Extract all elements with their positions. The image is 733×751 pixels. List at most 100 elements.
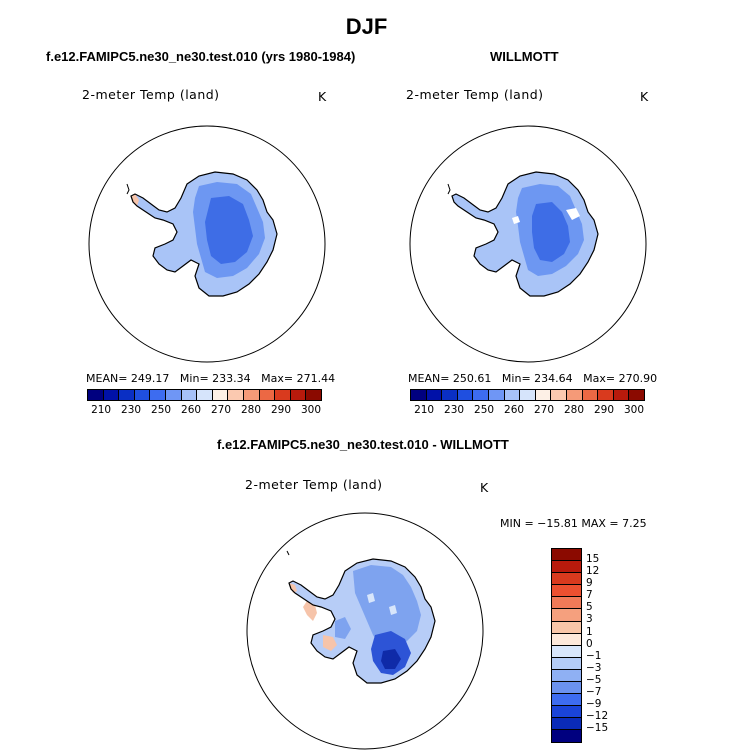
colorbar-swatch [535,390,552,400]
colorbar-swatch [119,390,135,400]
colorbar-swatch [552,573,581,586]
colorbar-tick-label: 210 [91,404,112,416]
colorbar-tick-label: 270 [534,404,555,416]
main-title: DJF [345,14,388,39]
panel-1-title: f.e12.FAMIPC5.ne30_ne30.test.010 (yrs 19… [46,49,356,64]
colorbar-swatch [552,657,581,670]
panel-1-colorbar-ticks: 210 230 250 260 270 280 290 300 [87,404,322,416]
colorbar-tick-label: 270 [211,404,232,416]
panel-3-subtitle: 2-meter Temp (land) [245,477,383,492]
diff-mid-region [353,565,421,651]
difference-colorbar-labels: 15 12 9 7 5 3 1 0 −1 −3 −5 −7 −9 −12 −15 [586,553,608,734]
coastline [288,558,436,684]
colorbar-swatch [442,390,458,400]
colorbar-swatch [165,390,182,400]
panel-2-stats: MEAN= 250.61 Min= 234.64 Max= 270.90 [408,372,658,385]
colorbar-tick-label: −1 [586,649,602,662]
colorbar-swatch [552,621,581,634]
colorbar-swatch [181,390,198,400]
colorbar-swatch [551,390,567,400]
colorbar-swatch [290,390,307,400]
colorbar-swatch [411,390,427,400]
colorbar-tick-label: 280 [563,404,585,416]
coastline [130,171,278,297]
colorbar-tick-label: 280 [240,404,262,416]
colorbar-swatch [552,730,581,742]
colorbar-swatch [552,585,581,598]
antarctica-difference-field [289,559,435,683]
colorbar-tick-label: 0 [586,637,593,650]
island [447,183,451,195]
panel-1-units: K [318,89,327,104]
panel-1-colorbar [87,389,322,401]
colorbar-tick-label: −3 [586,661,602,674]
warm-coast-region [131,194,139,206]
island [286,550,290,556]
colorbar-tick-label: 210 [414,404,435,416]
colorbar-swatch [306,390,321,400]
colorbar-swatch [426,390,443,400]
panel-1-stats: MEAN= 249.17 Min= 233.34 Max= 271.44 [86,372,336,385]
colorbar-swatch [103,390,120,400]
colorbar-tick-label: −9 [586,698,602,711]
island [126,183,130,195]
colorbar-swatch [243,390,260,400]
colorbar-tick-label: 3 [586,613,593,626]
colorbar-tick-label: −5 [586,673,602,686]
colorbar-tick-label: 1 [586,625,593,638]
colorbar-tick-label: 250 [151,404,172,416]
colorbar-swatch [457,390,474,400]
colorbar-swatch [134,390,151,400]
panel-2-max: 270.90 [618,372,658,385]
colorbar-tick-label: 12 [586,565,600,578]
colorbar-swatch [552,669,581,683]
warm-coast-region [289,583,297,593]
colorbar-tick-label: 250 [474,404,495,416]
colorbar-tick-label: −15 [586,722,609,735]
colorbar-swatch [228,390,244,400]
colorbar-tick-label: 230 [444,404,465,416]
missing-data-patch [566,208,580,220]
panel-2-colorbar [410,389,645,401]
panel-3-map [246,512,484,750]
panel-2-units: K [640,89,649,104]
colorbar-tick-label: 290 [593,404,615,416]
colorbar-swatch [629,390,644,400]
colorbar-swatch [473,390,489,400]
colorbar-tick-label: 230 [121,404,142,416]
colorbar-swatch [212,390,229,400]
colorbar-swatch [552,694,581,707]
panel-1-max: 271.44 [296,372,336,385]
panel-2-min: 234.64 [534,372,573,385]
land-deep-region [205,196,253,264]
colorbar-tick-label: 260 [504,404,525,416]
panel-2-mean: 250.61 [452,372,492,385]
panel-2-subtitle: 2-meter Temp (land) [406,87,544,102]
colorbar-swatch [520,390,536,400]
colorbar-swatch [552,561,581,574]
colorbar-swatch [488,390,505,400]
panel-3-min-max: MIN = −15.81 MAX = 7.25 [500,517,647,530]
colorbar-swatch [613,390,630,400]
colorbar-tick-label: −12 [586,710,609,723]
warm-coast-region [303,601,317,621]
colorbar-swatch [552,718,581,731]
colorbar-swatch [582,390,599,400]
panel-3-title: f.e12.FAMIPC5.ne30_ne30.test.010 - WILLM… [217,437,509,452]
colorbar-swatch [598,390,614,400]
colorbar-tick-label: 300 [623,404,644,416]
missing-data-patch [512,216,520,224]
colorbar-swatch [504,390,521,400]
colorbar-swatch [150,390,166,400]
colorbar-swatch [552,682,581,695]
coastline [451,171,599,297]
antarctica-landmass [452,172,598,296]
diff-mid-region [335,617,351,639]
colorbar-tick-label: −7 [586,686,602,699]
colorbar-tick-label: 5 [586,601,593,614]
panel-2-colorbar-ticks: 210 230 250 260 270 280 290 300 [410,404,645,416]
colorbar-swatch [552,706,581,719]
near-zero-patch [367,593,375,603]
difference-colorbar [551,548,582,743]
near-zero-patch [389,605,397,615]
